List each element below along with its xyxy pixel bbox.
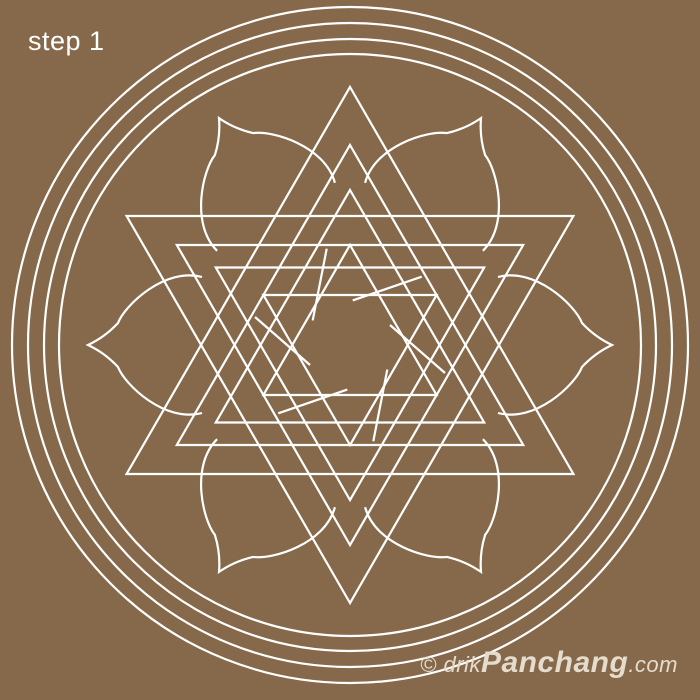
ring-2: [26, 21, 674, 669]
watermark-brand: Panchang: [480, 646, 629, 679]
petal-2: [364, 438, 501, 575]
weave-line-3: [277, 388, 348, 415]
petal-6: [364, 115, 501, 252]
ring-1: [10, 5, 690, 685]
petal-5: [199, 115, 336, 252]
weave-line-1: [389, 324, 446, 374]
step-label: step 1: [28, 26, 105, 56]
hexagram-stars: [124, 84, 576, 606]
small-star-up-outer: [213, 187, 487, 424]
watermark: © drikPanchang.com: [420, 646, 678, 680]
weave-line-5: [311, 248, 328, 321]
ring-4: [57, 52, 643, 638]
weave-line-6: [352, 275, 423, 302]
large-star-down-outer: [124, 214, 576, 606]
weave-line-4: [254, 316, 311, 366]
weave-line-2: [372, 369, 389, 442]
large-star-up-outer: [124, 84, 576, 476]
petal-1: [497, 274, 615, 416]
small-star-down-outer: [213, 266, 487, 503]
petal-3: [199, 438, 336, 575]
petal-4: [85, 274, 203, 416]
ring-3: [42, 37, 658, 653]
small-star-down-inner: [261, 293, 439, 448]
small-star-up-inner: [261, 242, 439, 397]
outer-rings: [10, 5, 690, 685]
watermark-domain: .com: [628, 652, 678, 677]
watermark-copyright: © drik: [420, 652, 481, 677]
lotus-petals: [85, 115, 615, 575]
